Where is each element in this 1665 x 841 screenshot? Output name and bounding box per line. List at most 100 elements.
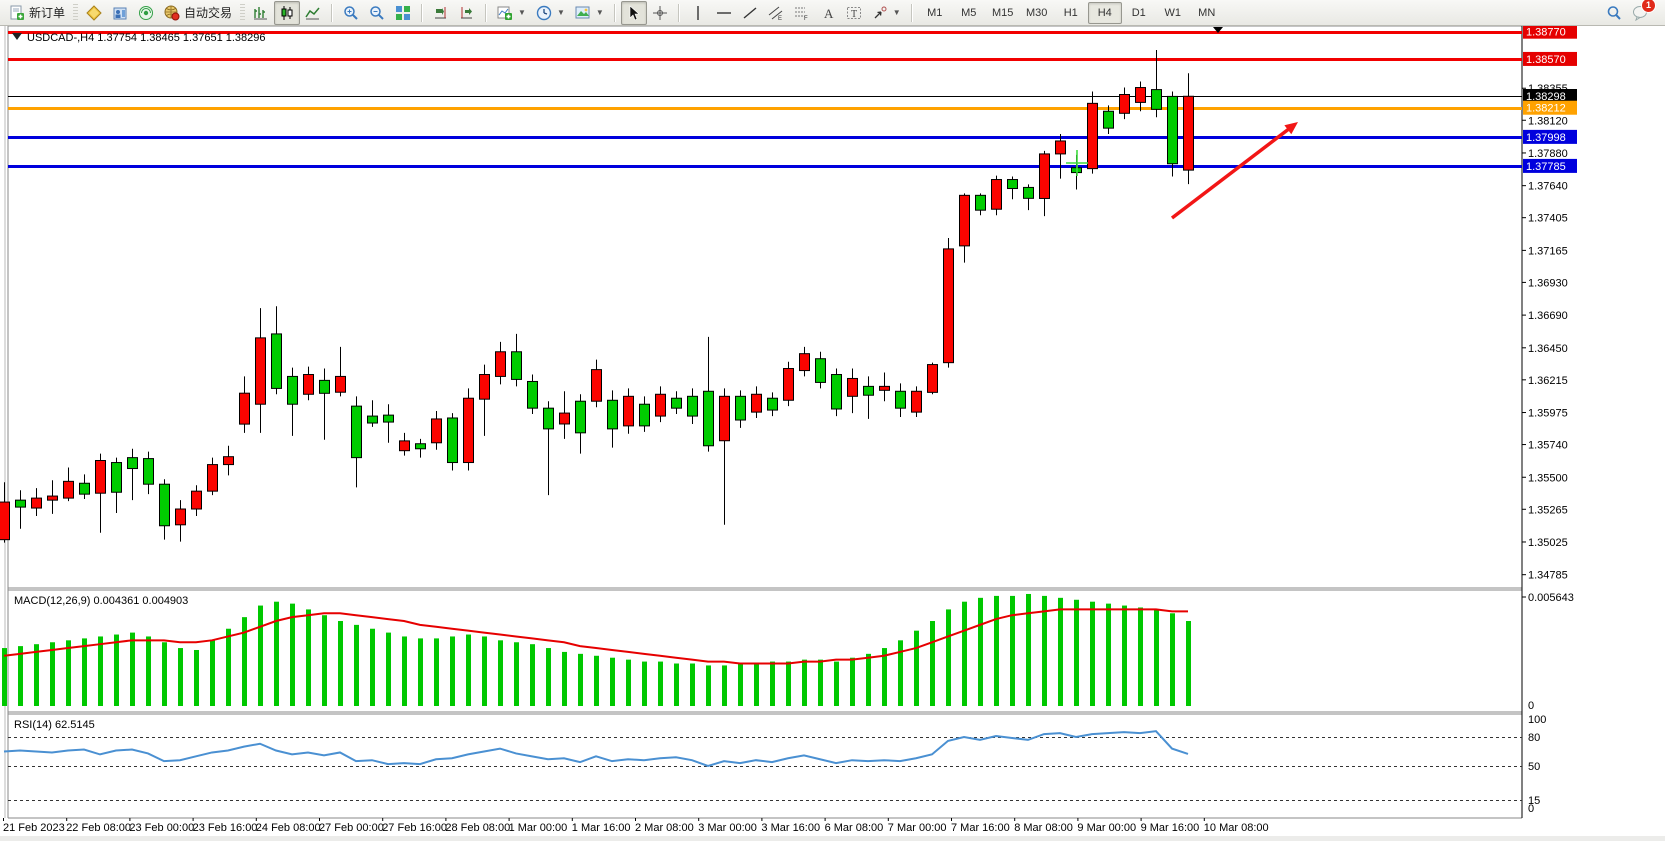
svg-text:1.35500: 1.35500	[1528, 472, 1568, 484]
svg-text:0: 0	[1528, 700, 1534, 712]
rsi-panel[interactable]: RSI(14) 62.5145 100 80 50 150	[3, 714, 1546, 815]
auto-scroll-button[interactable]	[428, 1, 454, 25]
panel-borders	[4, 25, 1523, 819]
line-chart-button[interactable]	[300, 1, 326, 25]
svg-text:3 Mar 00:00: 3 Mar 00:00	[698, 822, 757, 834]
candles-chart-icon	[279, 5, 295, 21]
svg-text:1.38212: 1.38212	[1526, 103, 1566, 115]
svg-text:1.38298: 1.38298	[1526, 91, 1566, 103]
timeframe-D1-button[interactable]: D1	[1131, 6, 1146, 19]
timeframe-H4-button[interactable]: H4	[1087, 1, 1122, 24]
svg-text:USDCAD-,H4 1.37754 1.38465 1.: USDCAD-,H4 1.37754 1.38465 1.37651 1.382…	[27, 32, 266, 44]
crosshair-button[interactable]	[647, 1, 673, 25]
trendline-button[interactable]	[737, 1, 763, 25]
zoom-in-button[interactable]	[338, 1, 364, 25]
svg-text:1.37405: 1.37405	[1528, 213, 1568, 225]
equidistant-channel-button[interactable]: E	[763, 1, 789, 25]
trendline-icon	[742, 5, 758, 21]
timeframe-M1-button[interactable]: M1	[927, 6, 943, 19]
svg-text:0.005643: 0.005643	[1528, 592, 1574, 604]
text-label-icon: T	[846, 5, 862, 21]
svg-text:1.35025: 1.35025	[1528, 537, 1568, 549]
chart-shift-icon	[459, 5, 475, 21]
zoom-out-button[interactable]	[364, 1, 390, 25]
bars-chart-icon	[253, 5, 269, 21]
equidistant-channel-icon: E	[768, 5, 784, 21]
auto-trading-button[interactable]: 自动交易	[159, 1, 237, 25]
market-watch-button[interactable]	[107, 1, 133, 25]
timeframe-M15-button[interactable]: M15	[992, 6, 1014, 19]
svg-text:7 Mar 16:00: 7 Mar 16:00	[951, 822, 1010, 834]
alerts-button[interactable]	[133, 1, 159, 25]
timeframe-W1-button[interactable]: W1	[1164, 6, 1181, 19]
chart-shift-button[interactable]	[454, 1, 480, 25]
horizontal-line-button[interactable]	[711, 1, 737, 25]
timeframe-M5-button[interactable]: M5	[961, 6, 977, 19]
toolbar-separator	[613, 3, 616, 22]
tile-windows-icon	[395, 5, 411, 21]
timeframe-H1-button[interactable]: H1	[1063, 6, 1078, 19]
svg-text:6 Mar 08:00: 6 Mar 08:00	[825, 822, 884, 834]
zoom-in-icon	[343, 5, 359, 21]
svg-text:A: A	[824, 6, 834, 21]
svg-text:3 Mar 16:00: 3 Mar 16:00	[761, 822, 820, 834]
chevron-down-icon: ▼	[892, 8, 901, 17]
signal-icon	[138, 5, 154, 21]
candlestick-chart-button[interactable]	[274, 0, 301, 25]
templates-button[interactable]: ▼	[570, 1, 609, 25]
svg-text:1.37165: 1.37165	[1528, 245, 1568, 257]
trend-arrow-annotation[interactable]	[1170, 122, 1298, 220]
svg-text:50: 50	[1528, 761, 1540, 773]
line-chart-icon	[305, 5, 321, 21]
arrows-button[interactable]: ▼	[867, 1, 906, 25]
svg-text:8 Mar 08:00: 8 Mar 08:00	[1014, 822, 1073, 834]
horizontal-level-lines[interactable]	[8, 31, 1522, 168]
cursor-button[interactable]	[620, 0, 647, 25]
search-button[interactable]	[1601, 1, 1627, 25]
svg-text:27 Feb 00:00: 27 Feb 00:00	[319, 822, 384, 834]
toolbar-grip	[73, 3, 79, 22]
svg-text:RSI(14) 62.5145: RSI(14) 62.5145	[14, 719, 95, 731]
arrows-shapes-icon	[872, 5, 888, 21]
periods-button[interactable]: ▼	[531, 1, 570, 25]
svg-text:9 Mar 00:00: 9 Mar 00:00	[1077, 822, 1136, 834]
text-icon: A	[820, 5, 836, 21]
svg-text:1.38770: 1.38770	[1526, 27, 1566, 39]
history-center-button[interactable]	[81, 1, 107, 25]
template-icon	[575, 5, 591, 21]
fibonacci-icon: F	[794, 5, 810, 21]
price-axis[interactable]: 1.383551.381201.378801.376401.374051.371…	[1522, 24, 1577, 582]
toolbar-separator	[485, 3, 488, 22]
svg-text:1 Mar 00:00: 1 Mar 00:00	[509, 822, 568, 834]
svg-text:15: 15	[1528, 795, 1540, 807]
svg-text:9 Mar 16:00: 9 Mar 16:00	[1141, 822, 1200, 834]
bar-chart-button[interactable]	[248, 1, 274, 25]
macd-panel[interactable]: MACD(12,26,9) 0.004361 0.004903 0.005643 0	[2, 592, 1574, 712]
chevron-down-icon: ▼	[556, 8, 565, 17]
svg-text:1.35740: 1.35740	[1528, 440, 1568, 452]
profile-icon	[112, 5, 128, 21]
new-order-button[interactable]: 新订单	[4, 1, 70, 25]
vertical-line-icon	[690, 5, 706, 21]
svg-text:MACD(12,26,9) 0.004361 0.00490: MACD(12,26,9) 0.004361 0.004903	[14, 595, 188, 607]
timeframe-M30-button[interactable]: M30	[1026, 6, 1048, 19]
svg-text:1.38570: 1.38570	[1526, 54, 1566, 66]
text-button[interactable]: A	[815, 1, 841, 25]
crosshair-icon	[652, 5, 668, 21]
timeframe-MN-button[interactable]: MN	[1198, 6, 1216, 19]
text-label-button[interactable]: T	[841, 1, 867, 25]
indicators-button[interactable]: ▼	[492, 1, 531, 25]
svg-text:1.37785: 1.37785	[1526, 161, 1566, 173]
vertical-line-button[interactable]	[685, 1, 711, 25]
tile-windows-button[interactable]	[390, 1, 416, 25]
gold-diamond-icon	[86, 4, 102, 21]
periods-clock-icon	[536, 5, 552, 21]
svg-text:1 Mar 16:00: 1 Mar 16:00	[572, 822, 631, 834]
fibonacci-button[interactable]: F	[789, 1, 815, 25]
notifications-button[interactable]: 1	[1627, 0, 1656, 25]
svg-text:1.36450: 1.36450	[1528, 343, 1568, 355]
horizontal-line-icon	[716, 5, 732, 21]
